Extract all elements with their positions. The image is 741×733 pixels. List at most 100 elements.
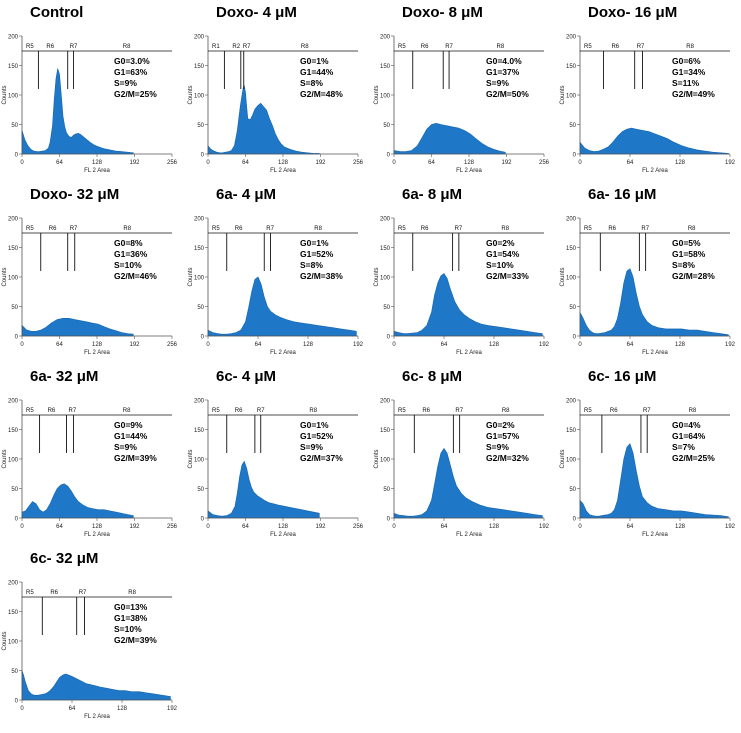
x-tick-label: 0	[20, 342, 24, 348]
y-tick-label: 200	[8, 399, 19, 405]
x-axis-label: FL 2 Area	[270, 350, 296, 356]
x-axis-label: FL 2 Area	[84, 168, 110, 174]
x-tick-label: 0	[578, 524, 582, 530]
histogram-panel: 6c- 16 μM 0 50 100 150 200 0 64 128 192 FL 2 Area C…	[558, 366, 741, 551]
y-tick-label: 150	[194, 428, 205, 434]
region-label: R7	[455, 226, 463, 232]
y-tick-label: 200	[8, 217, 19, 223]
stat-line: G1=38%	[114, 613, 148, 623]
histogram-area	[579, 268, 729, 337]
stat-line: S=9%	[114, 442, 137, 452]
x-tick-label: 192	[725, 342, 736, 348]
region-label: R5	[584, 226, 592, 232]
y-tick-label: 100	[8, 94, 19, 100]
y-tick-label: 50	[569, 123, 576, 129]
histogram-area	[579, 127, 729, 155]
x-tick-label: 128	[92, 342, 103, 348]
panel-title: 6c- 4 μM	[216, 368, 277, 385]
histogram-panel: Doxo- 8 μM 0 50 100 150 200 0 64 128 192 256 FL 2 A…	[372, 2, 556, 187]
x-axis-label: FL 2 Area	[642, 350, 668, 356]
y-axis-label: Counts	[2, 267, 8, 286]
stat-line: S=8%	[300, 260, 323, 270]
histogram-panel: 6a- 16 μM 0 50 100 150 200 0 64 128 192 FL 2 Area C…	[558, 184, 741, 369]
y-tick-label: 50	[11, 305, 18, 311]
y-tick-label: 100	[194, 94, 205, 100]
x-tick-label: 64	[627, 524, 634, 530]
x-tick-label: 0	[20, 160, 24, 166]
cell-cycle-stats: G0=6% G1=34% S=11% G2/M=49%	[672, 56, 715, 100]
histogram-area	[21, 483, 134, 519]
histogram-area	[393, 447, 543, 519]
region-label: R7	[643, 408, 651, 414]
stat-line: G1=63%	[114, 67, 148, 77]
panel-title: 6a- 4 μM	[216, 186, 277, 203]
x-tick-label: 128	[303, 342, 314, 348]
x-tick-label: 64	[255, 342, 262, 348]
region-label: R6	[611, 44, 619, 50]
region-label: R7	[641, 226, 649, 232]
stat-line: S=7%	[672, 442, 695, 452]
y-axis-label: Counts	[188, 449, 194, 468]
histogram-area	[207, 460, 320, 519]
stat-line: G1=52%	[300, 249, 334, 259]
region-label: R5	[398, 44, 406, 50]
region-label: R8	[689, 408, 697, 414]
x-tick-label: 64	[441, 342, 448, 348]
x-tick-label: 64	[56, 160, 63, 166]
stat-line: G0=13%	[114, 602, 148, 612]
y-tick-label: 150	[380, 428, 391, 434]
histogram-chart: 0 50 100 150 200 0 64 128 192 FL 2 Area Counts R5 R6…	[560, 399, 736, 539]
y-tick-label: 0	[201, 517, 205, 523]
histogram-panel: 6c- 8 μM 0 50 100 150 200 0 64 128 192 FL 2 Area Co…	[372, 366, 556, 551]
y-tick-label: 0	[15, 335, 19, 341]
y-axis-label: Counts	[188, 267, 194, 286]
stat-line: G1=52%	[300, 431, 334, 441]
region-label: R5	[212, 408, 220, 414]
histogram-chart: 0 50 100 150 200 0 64 128 192 256 FL 2 Area Counts R…	[188, 399, 364, 539]
y-tick-label: 150	[194, 64, 205, 70]
region-label: R1	[212, 44, 220, 50]
stat-line: G1=44%	[300, 67, 334, 77]
region-label: R5	[398, 226, 406, 232]
x-tick-label: 64	[242, 160, 249, 166]
y-tick-label: 0	[387, 335, 391, 341]
panel-title: Doxo- 8 μM	[402, 4, 483, 21]
x-tick-label: 0	[392, 160, 396, 166]
stat-line: G1=36%	[114, 249, 148, 259]
region-label: R8	[123, 44, 131, 50]
x-tick-label: 64	[428, 160, 435, 166]
y-tick-label: 200	[194, 35, 205, 41]
stat-line: G1=57%	[486, 431, 520, 441]
y-tick-label: 50	[383, 123, 390, 129]
y-tick-label: 200	[194, 399, 205, 405]
x-tick-label: 64	[627, 342, 634, 348]
stat-line: S=11%	[672, 78, 700, 88]
histogram-area	[21, 68, 134, 155]
x-tick-label: 256	[167, 524, 178, 530]
y-tick-label: 200	[380, 217, 391, 223]
histogram-chart: 0 50 100 150 200 0 64 128 192 FL 2 Area Counts R5 R6…	[374, 399, 550, 539]
histogram-panel: Doxo- 32 μM 0 50 100 150 200 0 64 128 192 256 FL 2 …	[0, 184, 184, 369]
y-axis-label: Counts	[2, 449, 8, 468]
x-tick-label: 0	[578, 342, 582, 348]
x-tick-label: 64	[242, 524, 249, 530]
x-tick-label: 192	[315, 160, 326, 166]
x-tick-label: 64	[627, 160, 634, 166]
y-tick-label: 150	[566, 428, 577, 434]
y-tick-label: 100	[8, 458, 19, 464]
x-tick-label: 256	[167, 342, 178, 348]
panel-title: 6c- 16 μM	[588, 368, 657, 385]
region-label: R2	[232, 44, 240, 50]
stat-line: S=9%	[486, 78, 509, 88]
y-tick-label: 150	[566, 64, 577, 70]
x-tick-label: 192	[353, 342, 364, 348]
x-tick-label: 128	[92, 524, 103, 530]
region-label: R8	[123, 226, 131, 232]
y-tick-label: 50	[197, 123, 204, 129]
stat-line: S=10%	[486, 260, 514, 270]
cell-cycle-stats: G0=3.0% G1=63% S=9% G2/M=25%	[114, 56, 157, 100]
histogram-chart: 0 50 100 150 200 0 64 128 192 256 FL 2 Area Counts R…	[2, 217, 178, 357]
y-tick-label: 50	[11, 123, 18, 129]
y-tick-label: 50	[569, 305, 576, 311]
y-axis-label: Counts	[2, 631, 8, 650]
